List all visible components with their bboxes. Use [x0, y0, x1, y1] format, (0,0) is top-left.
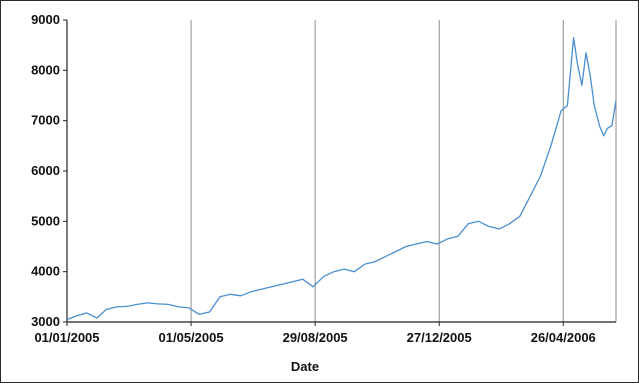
y-tick-label: 5000 — [31, 213, 60, 228]
x-tick-label: 26/04/2006 — [531, 330, 596, 345]
axes — [66, 20, 616, 323]
x-tick-label: 01/01/2005 — [34, 330, 99, 345]
x-tick-label: 27/12/2005 — [407, 330, 472, 345]
y-tick-label: 6000 — [31, 163, 60, 178]
x-tick-label: 01/05/2005 — [159, 330, 224, 345]
y-tick-label: 9000 — [31, 12, 60, 27]
y-tick-label: 7000 — [31, 113, 60, 128]
y-tick-label: 8000 — [31, 62, 60, 77]
y-tick-label: 3000 — [31, 314, 60, 329]
y-axis-ticks: 3000 4000 5000 6000 7000 8000 9000 — [31, 12, 67, 329]
series-group — [66, 36, 617, 321]
series-line — [66, 36, 617, 321]
x-axis-title: Date — [291, 359, 319, 374]
y-tick-label: 4000 — [31, 264, 60, 279]
x-axis-ticks: 01/01/2005 01/05/2005 29/08/2005 27/12/2005… — [34, 322, 596, 345]
x-tick-label: 29/08/2005 — [283, 330, 348, 345]
gridlines — [190, 20, 617, 322]
